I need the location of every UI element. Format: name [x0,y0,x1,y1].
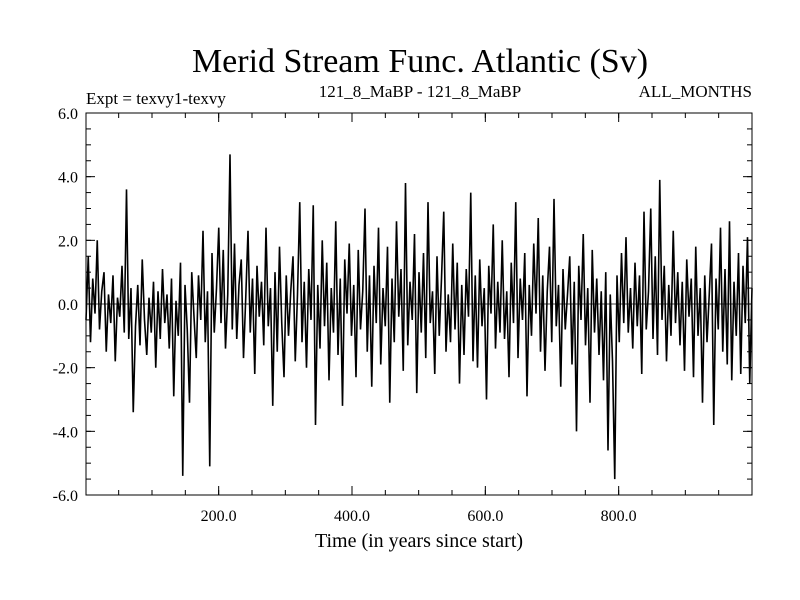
x-axis-label: Time (in years since start) [315,530,523,552]
y-tick-label: -6.0 [53,488,78,505]
x-tick-label: 200.0 [201,508,237,525]
y-tick-label: 2.0 [58,233,78,250]
subtitle-periods: 121_8_MaBP - 121_8_MaBP [319,82,521,101]
series-line [85,154,753,480]
subtitle-months: ALL_MONTHS [639,82,752,101]
x-tick-label: 400.0 [334,508,370,525]
y-tick-label: -2.0 [53,361,78,378]
plot-frame [85,112,753,496]
x-tick-label: 800.0 [601,508,637,525]
chart-title: Merid Stream Func. Atlantic (Sv) [192,43,648,80]
x-tick-label: 600.0 [467,508,503,525]
subtitle-experiment: Expt = texvy1-texvy [86,89,226,108]
y-tick-label: 0.0 [58,297,78,314]
y-tick-label: -4.0 [53,424,78,441]
y-tick-label: 6.0 [58,106,78,123]
y-tick-label: 4.0 [58,170,78,187]
